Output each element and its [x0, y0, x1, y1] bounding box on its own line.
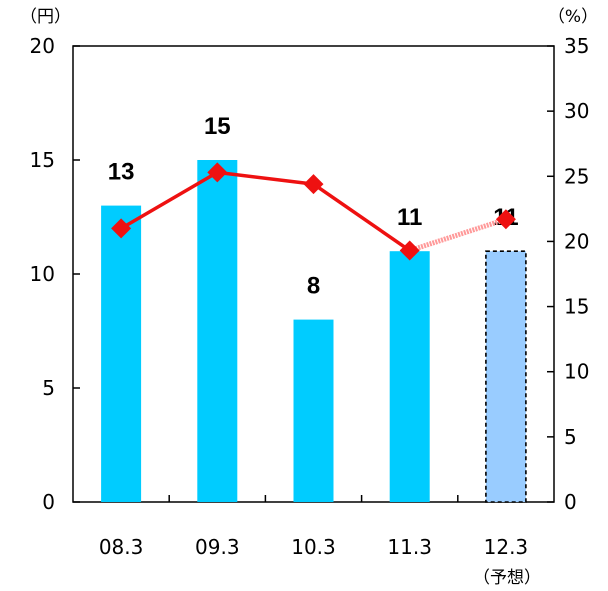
right-axis-tick-label: 5	[564, 425, 577, 449]
line-point	[303, 174, 324, 195]
right-axis-tick-label: 15	[564, 295, 589, 319]
left-axis-tick-label: 10	[30, 262, 55, 286]
x-axis-tick-label: 12.3	[484, 535, 529, 559]
bar-series	[101, 160, 527, 503]
bar-data-label: 13	[108, 159, 135, 186]
line-point	[111, 218, 132, 239]
right-axis-tick-label: 10	[564, 360, 589, 384]
x-axis-tick-label: 08.3	[99, 535, 144, 559]
right-axis-tick-label: 30	[564, 99, 589, 123]
left-axis-tick-label: 0	[42, 490, 55, 514]
bar	[389, 251, 430, 502]
left-axis-unit: （円）	[20, 7, 71, 27]
x-axis-tick-label: 09.3	[195, 535, 240, 559]
right-axis-tick-label: 0	[564, 490, 577, 514]
line-point	[399, 240, 420, 261]
right-axis: 0 5 10 15 20 25 30 35	[547, 34, 589, 514]
right-axis-tick-label: 25	[564, 164, 589, 188]
bar-data-label: 11	[397, 204, 422, 231]
x-axis-tick-label: 10.3	[291, 535, 336, 559]
line-markers	[111, 162, 516, 261]
x-axis: 08.3 09.3 10.3 11.3 12.3	[99, 495, 528, 559]
right-axis-unit: （%）	[548, 7, 598, 27]
forecast-note: （予想）	[473, 568, 541, 588]
bar-data-label: 8	[307, 273, 320, 300]
bar	[101, 205, 142, 502]
line-segment-forecast	[408, 216, 507, 253]
bar-forecast	[485, 250, 527, 503]
line-series	[120, 170, 507, 253]
x-axis-tick-label: 11.3	[387, 535, 432, 559]
right-axis-tick-label: 20	[564, 229, 589, 253]
bar	[197, 160, 238, 502]
left-axis-tick-label: 20	[30, 34, 55, 58]
bar-data-label: 15	[204, 113, 231, 140]
line-segment	[120, 170, 411, 252]
line-point	[207, 162, 228, 183]
bar-data-labels: 131581111	[108, 113, 519, 300]
right-axis-tick-label: 35	[564, 34, 589, 58]
bar	[293, 319, 334, 502]
left-axis: 0 5 10 15 20	[30, 34, 80, 514]
line-point-forecast	[495, 209, 516, 230]
left-axis-tick-label: 15	[30, 148, 55, 172]
left-axis-tick-label: 5	[42, 376, 55, 400]
